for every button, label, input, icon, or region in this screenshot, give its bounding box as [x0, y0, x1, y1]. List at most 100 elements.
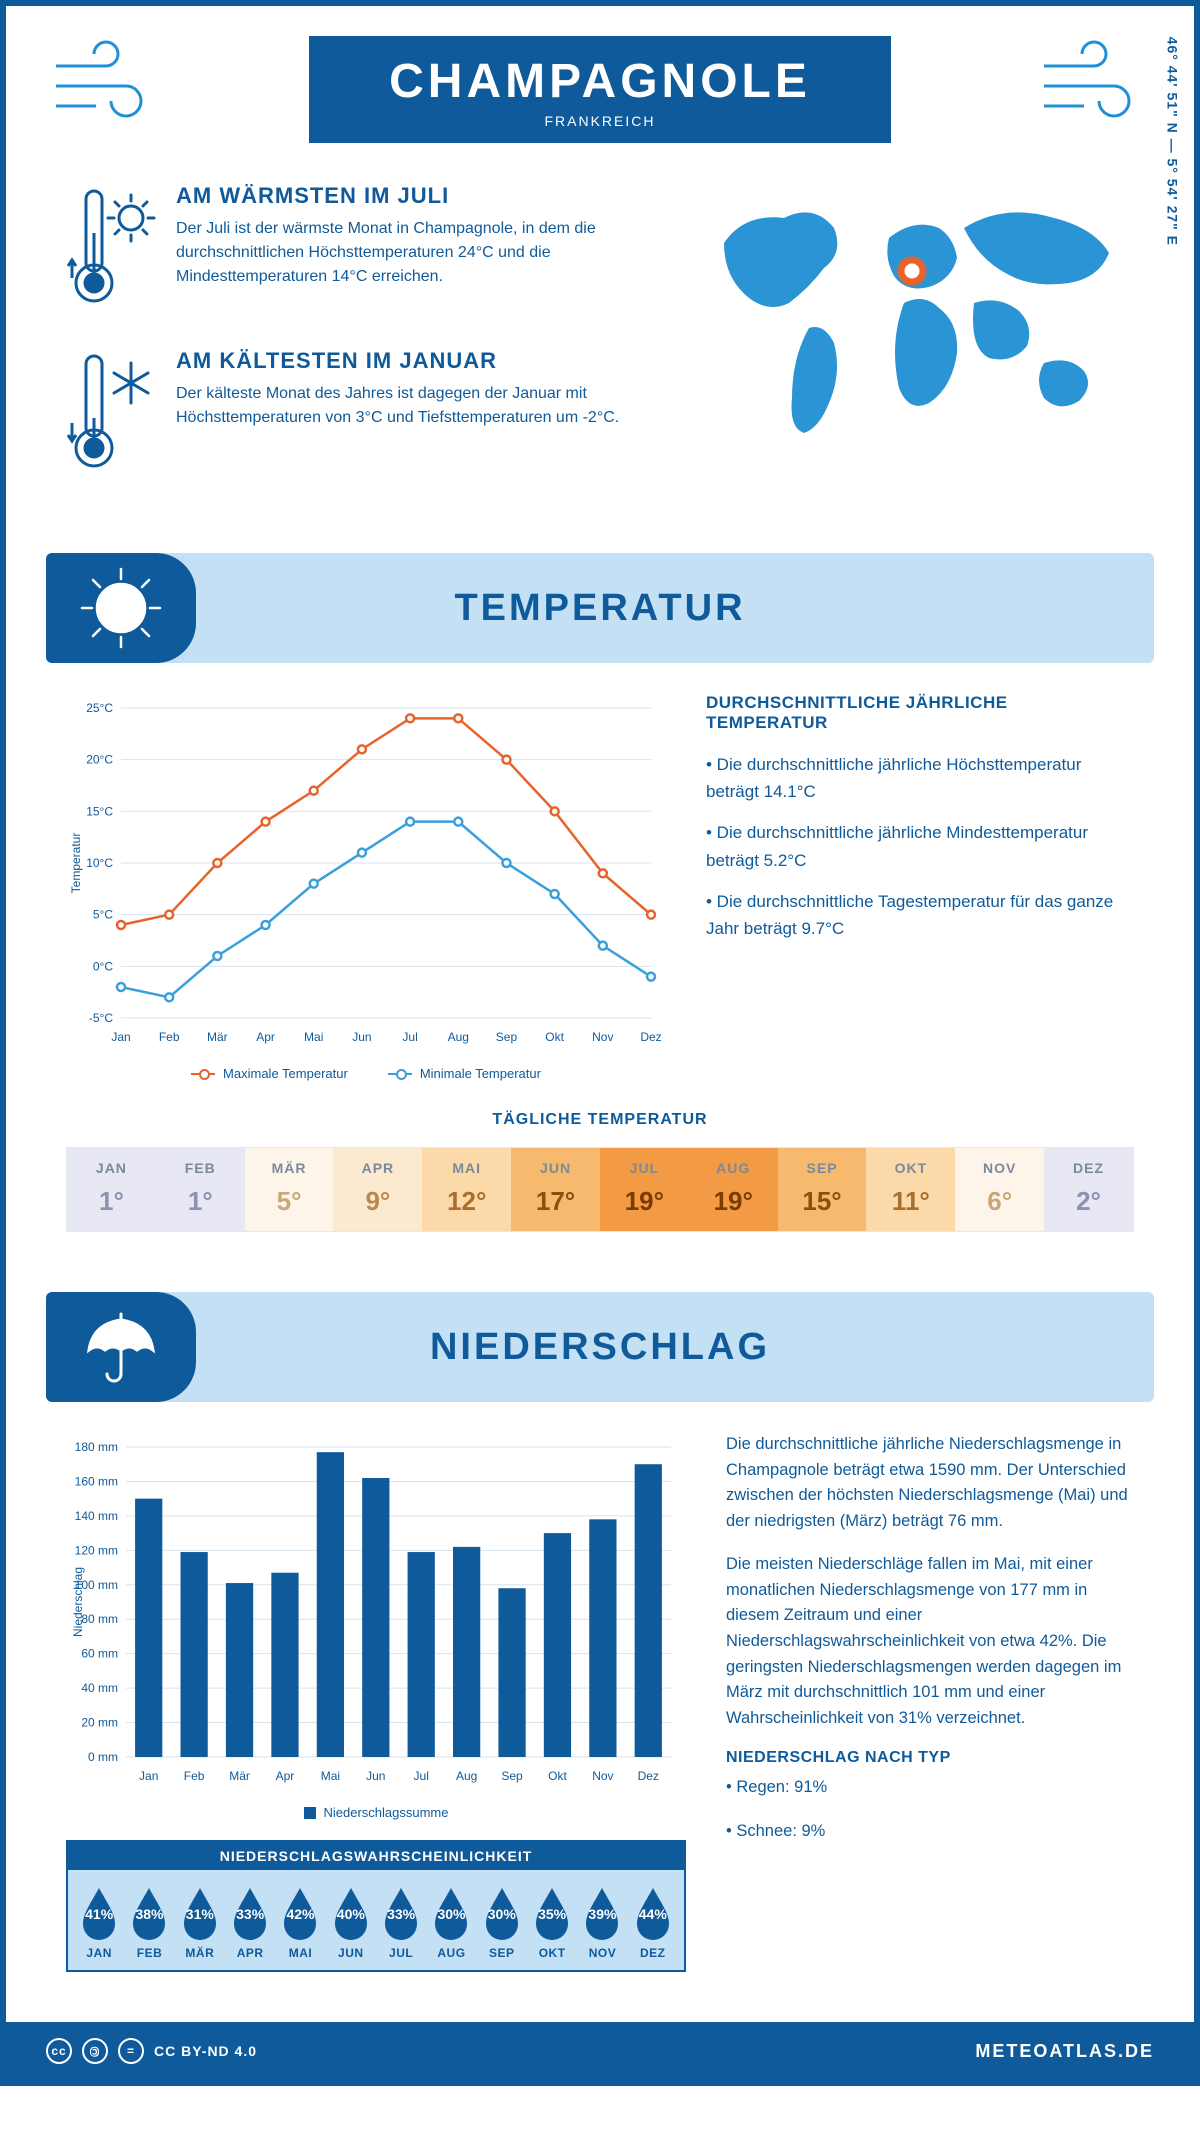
daily-temp-cell: FEB1°: [156, 1148, 245, 1231]
city-name: CHAMPAGNOLE: [389, 54, 811, 109]
svg-text:Okt: Okt: [545, 1030, 564, 1044]
svg-text:Nov: Nov: [592, 1030, 613, 1044]
site-name: METEOATLAS.DE: [975, 2041, 1154, 2062]
cc-icon: cc: [46, 2038, 72, 2064]
prob-cell: 44%DEZ: [628, 1884, 678, 1960]
raindrop-icon: 42%: [278, 1884, 322, 1940]
svg-text:Mai: Mai: [304, 1030, 323, 1044]
prob-cell: 38%FEB: [124, 1884, 174, 1960]
svg-text:Feb: Feb: [184, 1769, 205, 1783]
infographic-page: CHAMPAGNOLE FRANKREICH 46° 44' 51" N — 5…: [0, 0, 1200, 2086]
svg-text:Aug: Aug: [448, 1030, 469, 1044]
svg-text:0 mm: 0 mm: [88, 1750, 118, 1764]
svg-text:5°C: 5°C: [93, 908, 113, 922]
svg-text:10°C: 10°C: [86, 856, 113, 870]
warmest-block: AM WÄRMSTEN IM JULI Der Juli ist der wär…: [66, 183, 654, 318]
thermometer-hot-icon: [66, 183, 156, 318]
wind-icon: [46, 36, 166, 126]
raindrop-icon: 44%: [631, 1884, 675, 1940]
temp-summary: DURCHSCHNITTLICHE JÄHRLICHE TEMPERATUR •…: [706, 693, 1134, 1081]
raindrop-icon: 31%: [178, 1884, 222, 1940]
by-icon: 🄯: [82, 2038, 108, 2064]
prob-cell: 42%MAI: [275, 1884, 325, 1960]
svg-text:15°C: 15°C: [86, 804, 113, 818]
coldest-title: AM KÄLTESTEN IM JANUAR: [176, 348, 654, 374]
svg-text:40 mm: 40 mm: [81, 1681, 118, 1695]
coldest-block: AM KÄLTESTEN IM JANUAR Der kälteste Mona…: [66, 348, 654, 483]
wind-icon: [1034, 36, 1154, 126]
prob-cell: 30%AUG: [426, 1884, 476, 1960]
raindrop-icon: 38%: [127, 1884, 171, 1940]
svg-text:Mai: Mai: [321, 1769, 340, 1783]
umbrella-icon: [46, 1292, 196, 1402]
svg-text:Jul: Jul: [414, 1769, 429, 1783]
temp-legend: Maximale Temperatur Minimale Temperatur: [66, 1066, 666, 1081]
title-banner: CHAMPAGNOLE FRANKREICH: [309, 36, 891, 143]
daily-temp-cell: NOV6°: [955, 1148, 1044, 1231]
warmest-title: AM WÄRMSTEN IM JULI: [176, 183, 654, 209]
world-map: [694, 183, 1134, 513]
country-name: FRANKREICH: [389, 113, 811, 129]
raindrop-icon: 40%: [329, 1884, 373, 1940]
precip-probability-box: NIEDERSCHLAGSWAHRSCHEINLICHKEIT 41%JAN38…: [66, 1840, 686, 1972]
raindrop-icon: 35%: [530, 1884, 574, 1940]
svg-text:140 mm: 140 mm: [75, 1509, 118, 1523]
daily-temp-cell: SEP15°: [778, 1148, 867, 1231]
daily-temp-cell: OKT11°: [866, 1148, 955, 1231]
svg-text:Jan: Jan: [111, 1030, 130, 1044]
daily-temp-cell: JUN17°: [511, 1148, 600, 1231]
raindrop-icon: 30%: [480, 1884, 524, 1940]
raindrop-icon: 33%: [379, 1884, 423, 1940]
prob-cell: 30%SEP: [477, 1884, 527, 1960]
temp-summary-heading: DURCHSCHNITTLICHE JÄHRLICHE TEMPERATUR: [706, 693, 1134, 733]
svg-text:Mär: Mär: [229, 1769, 250, 1783]
svg-text:Jul: Jul: [402, 1030, 417, 1044]
header: CHAMPAGNOLE FRANKREICH: [6, 6, 1194, 153]
svg-text:Sep: Sep: [501, 1769, 523, 1783]
thermometer-cold-icon: [66, 348, 156, 483]
precip-section-header: NIEDERSCHLAG: [46, 1292, 1154, 1402]
prob-cell: 40%JUN: [326, 1884, 376, 1960]
svg-text:Jan: Jan: [139, 1769, 158, 1783]
warmest-text: Der Juli ist der wärmste Monat in Champa…: [176, 217, 654, 289]
svg-text:Apr: Apr: [256, 1030, 275, 1044]
footer: cc 🄯 = CC BY-ND 4.0 METEOATLAS.DE: [6, 2022, 1194, 2080]
prob-cell: 41%JAN: [74, 1884, 124, 1960]
svg-text:Apr: Apr: [276, 1769, 295, 1783]
svg-text:Okt: Okt: [548, 1769, 567, 1783]
nd-icon: =: [118, 2038, 144, 2064]
svg-text:Sep: Sep: [496, 1030, 518, 1044]
raindrop-icon: 41%: [77, 1884, 121, 1940]
svg-text:Feb: Feb: [159, 1030, 180, 1044]
coldest-text: Der kälteste Monat des Jahres ist dagege…: [176, 382, 654, 430]
raindrop-icon: 33%: [228, 1884, 272, 1940]
prob-cell: 39%NOV: [577, 1884, 627, 1960]
precip-legend: Niederschlagssumme: [66, 1805, 686, 1820]
temp-section-header: TEMPERATUR: [46, 553, 1154, 663]
prob-cell: 35%OKT: [527, 1884, 577, 1960]
daily-temp-cell: JUL19°: [600, 1148, 689, 1231]
svg-text:20°C: 20°C: [86, 753, 113, 767]
precipitation-bar-chart: 0 mm20 mm40 mm60 mm80 mm100 mm120 mm140 …: [66, 1432, 686, 1820]
svg-text:Dez: Dez: [638, 1769, 659, 1783]
svg-text:160 mm: 160 mm: [75, 1474, 118, 1488]
daily-temp-cell: AUG19°: [689, 1148, 778, 1231]
svg-text:0°C: 0°C: [93, 959, 113, 973]
svg-text:25°C: 25°C: [86, 701, 113, 715]
svg-text:Aug: Aug: [456, 1769, 477, 1783]
intro-section: AM WÄRMSTEN IM JULI Der Juli ist der wär…: [6, 153, 1194, 533]
svg-text:-5°C: -5°C: [89, 1011, 113, 1025]
svg-text:80 mm: 80 mm: [81, 1612, 118, 1626]
svg-text:Jun: Jun: [366, 1769, 385, 1783]
precip-heading: NIEDERSCHLAG: [430, 1326, 770, 1369]
svg-text:Jun: Jun: [352, 1030, 371, 1044]
prob-cell: 33%APR: [225, 1884, 275, 1960]
daily-temp-cell: JAN1°: [67, 1148, 156, 1231]
svg-text:Dez: Dez: [640, 1030, 661, 1044]
daily-temp-cell: APR9°: [333, 1148, 422, 1231]
svg-text:Mär: Mär: [207, 1030, 228, 1044]
prob-cell: 33%JUL: [376, 1884, 426, 1960]
precip-summary: Die durchschnittliche jährliche Niedersc…: [726, 1432, 1134, 1972]
svg-text:120 mm: 120 mm: [75, 1543, 118, 1557]
svg-text:Nov: Nov: [592, 1769, 613, 1783]
